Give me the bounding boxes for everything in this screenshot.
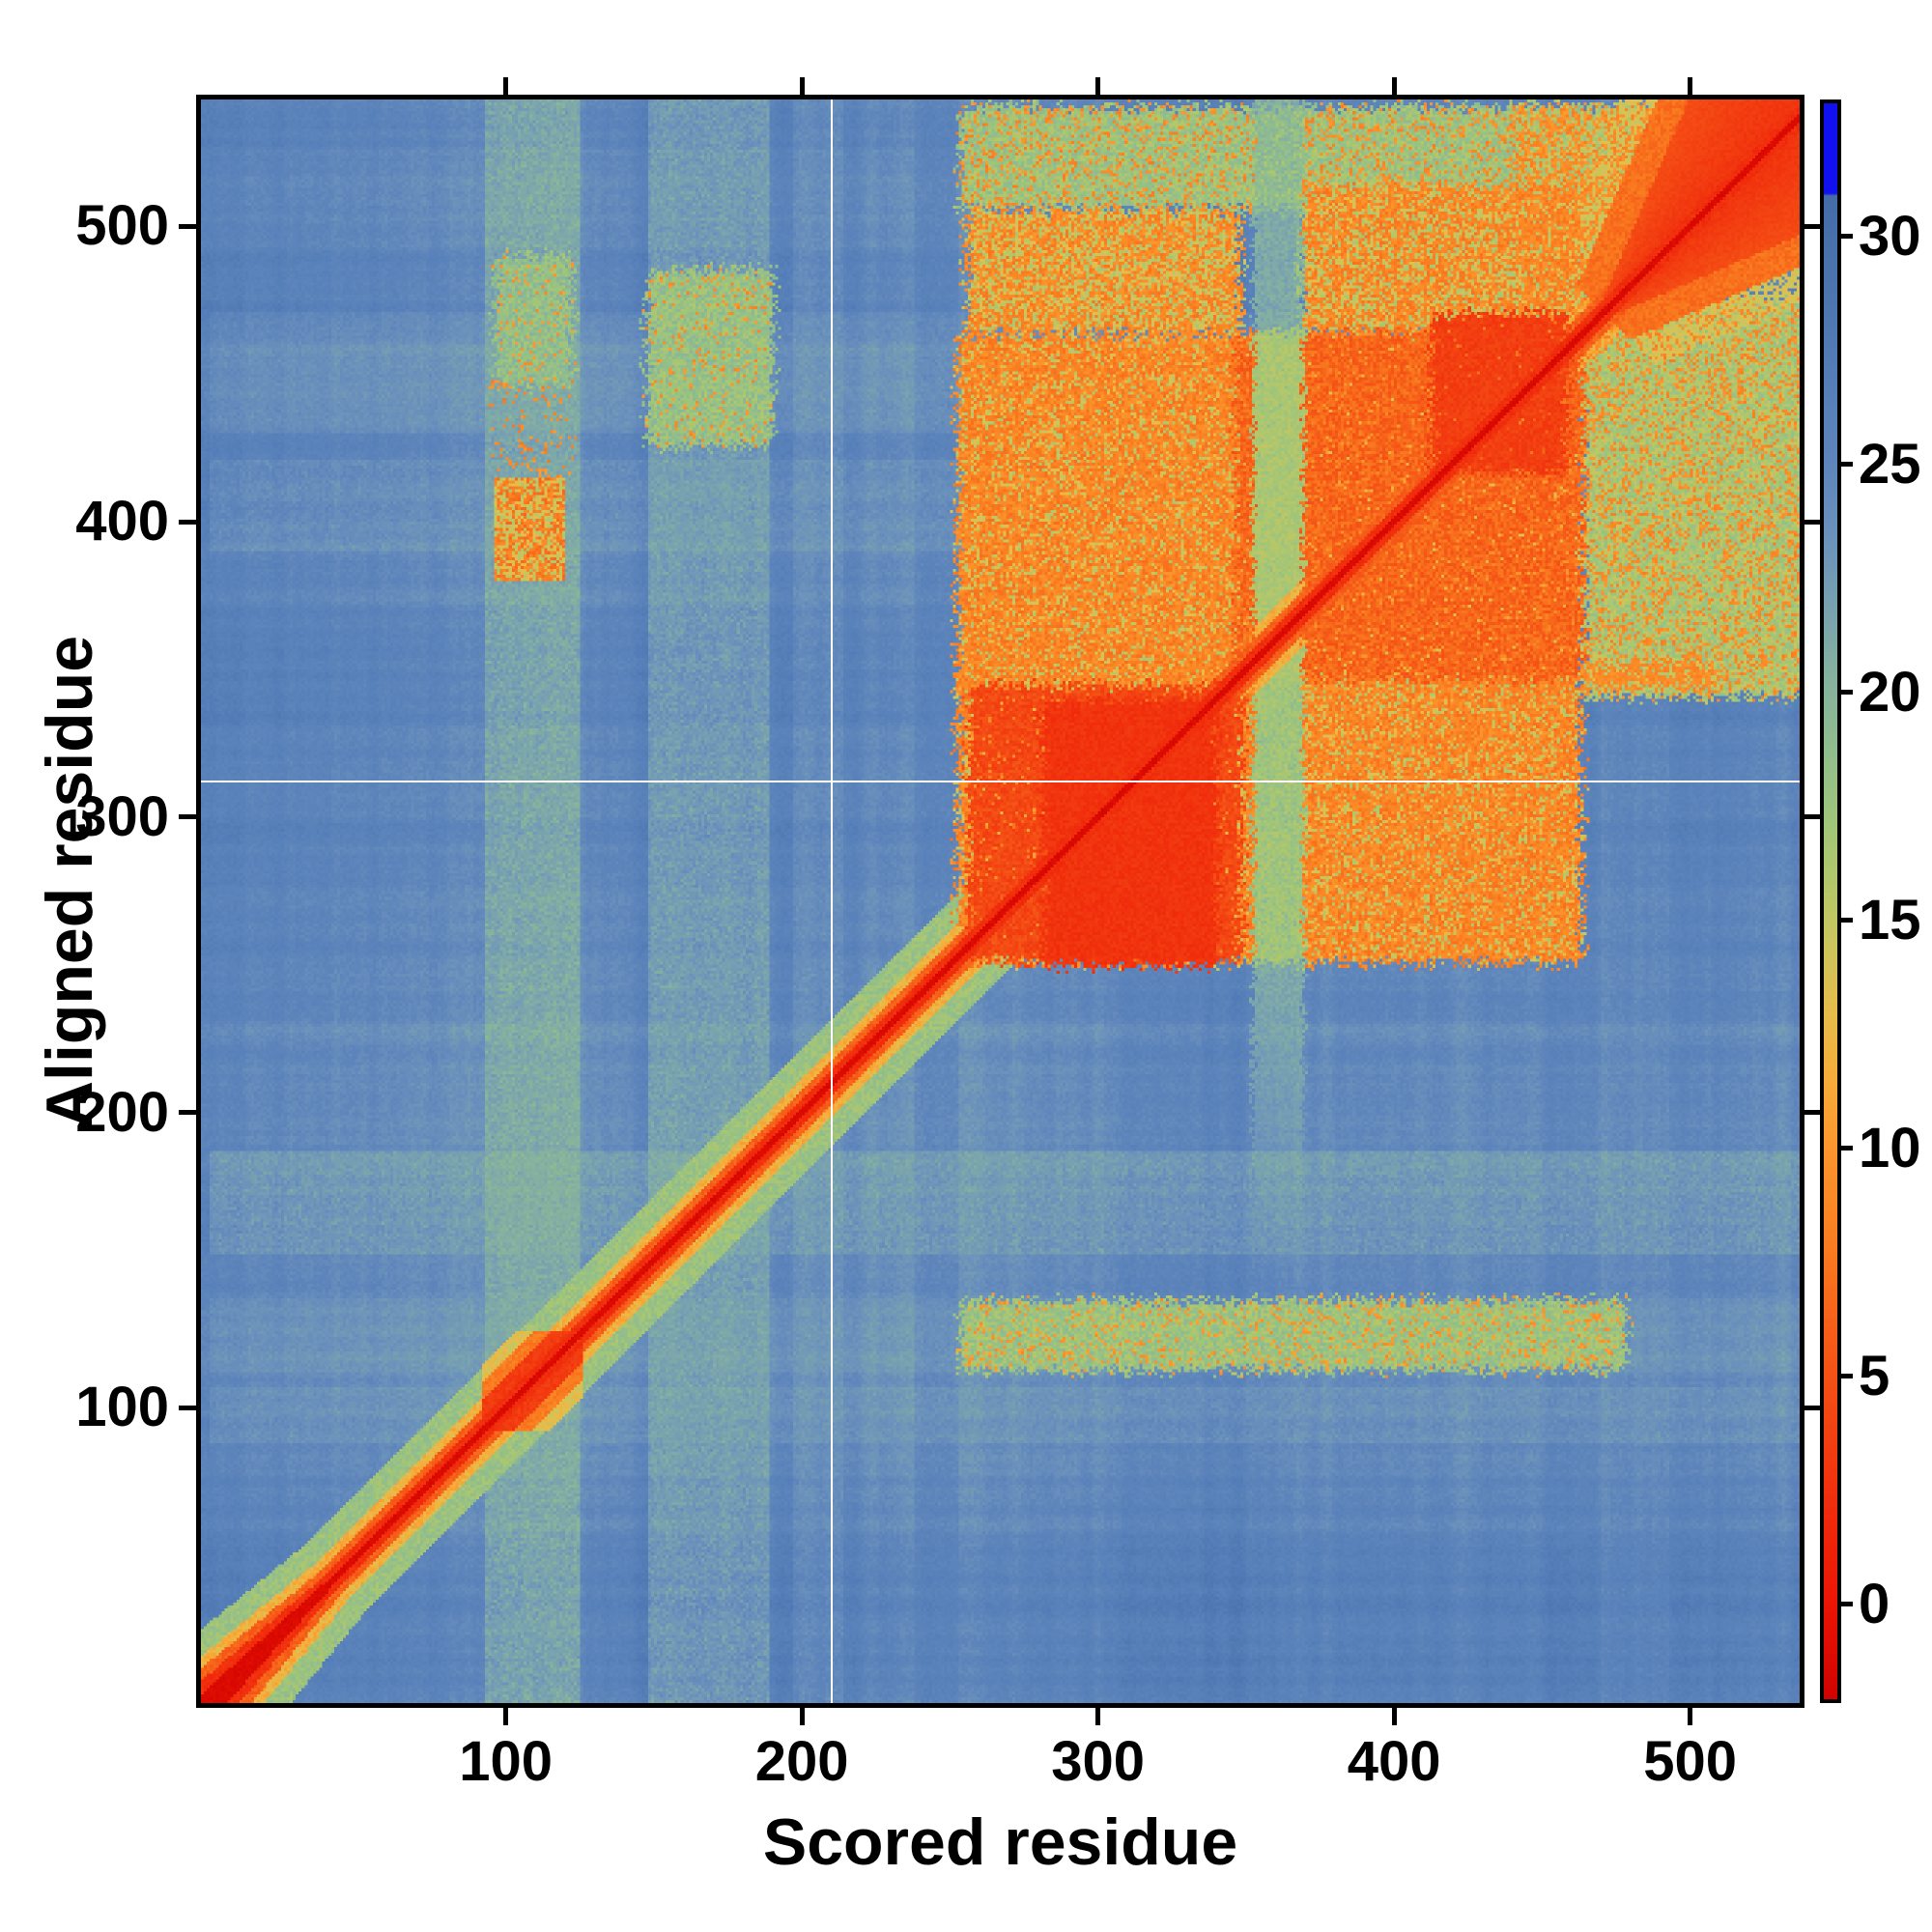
colorbar-gradient <box>1824 103 1837 1699</box>
colorbar-tick <box>1841 1146 1853 1151</box>
x-axis-tick-label: 300 <box>1051 1730 1146 1793</box>
y-axis-tick <box>179 519 196 525</box>
colorbar <box>1820 99 1841 1703</box>
y-axis-tick-right <box>1804 814 1822 820</box>
x-axis-title: Scored residue <box>762 1805 1238 1879</box>
colorbar-tick <box>1841 234 1853 240</box>
x-axis-tick-label: 200 <box>754 1730 849 1793</box>
plot-area <box>196 95 1804 1708</box>
x-axis-tick-label: 100 <box>459 1730 554 1793</box>
colorbar-tick-label: 10 <box>1859 1116 1921 1179</box>
x-axis-tick <box>1688 1708 1693 1725</box>
colorbar-tick-label: 5 <box>1859 1344 1890 1407</box>
y-axis-tick <box>179 814 196 820</box>
x-axis-tick <box>799 1708 805 1725</box>
y-axis-tick-right <box>1804 223 1822 229</box>
y-axis-tick-right <box>1804 519 1822 525</box>
colorbar-tick-label: 15 <box>1859 888 1921 952</box>
colorbar-tick <box>1841 462 1853 468</box>
y-axis-tick <box>179 1405 196 1410</box>
y-axis-tick-label: 200 <box>75 1080 169 1144</box>
y-axis-tick <box>179 1110 196 1116</box>
y-axis-tick-label: 500 <box>75 194 169 258</box>
y-axis-tick-label: 100 <box>75 1376 169 1439</box>
colorbar-tick-label: 25 <box>1859 432 1921 496</box>
y-axis-tick-right <box>1804 1110 1822 1116</box>
colorbar-tick-label: 20 <box>1859 660 1921 724</box>
colorbar-tick <box>1841 1602 1853 1607</box>
x-axis-tick-label: 500 <box>1643 1730 1737 1793</box>
y-axis-title: Aligned residue <box>33 635 106 1129</box>
x-axis-tick-top <box>1688 77 1693 95</box>
x-axis-tick-label: 400 <box>1347 1730 1441 1793</box>
x-axis-tick-top <box>1095 77 1101 95</box>
x-axis-tick <box>503 1708 509 1725</box>
y-axis-tick <box>179 223 196 229</box>
x-axis-tick-top <box>503 77 509 95</box>
colorbar-tick-label: 0 <box>1859 1572 1890 1635</box>
y-axis-tick-right <box>1804 1405 1822 1410</box>
colorbar-tick-label: 30 <box>1859 204 1921 268</box>
y-axis-tick-label: 400 <box>75 490 169 554</box>
x-axis-tick-top <box>1391 77 1397 95</box>
colorbar-tick <box>1841 1374 1853 1379</box>
y-axis-tick-label: 300 <box>75 784 169 848</box>
heatmap-canvas[interactable] <box>201 99 1800 1703</box>
colorbar-tick <box>1841 690 1853 696</box>
x-axis-tick <box>1095 1708 1101 1725</box>
colorbar-tick <box>1841 918 1853 923</box>
x-axis-tick <box>1391 1708 1397 1725</box>
x-axis-tick-top <box>799 77 805 95</box>
